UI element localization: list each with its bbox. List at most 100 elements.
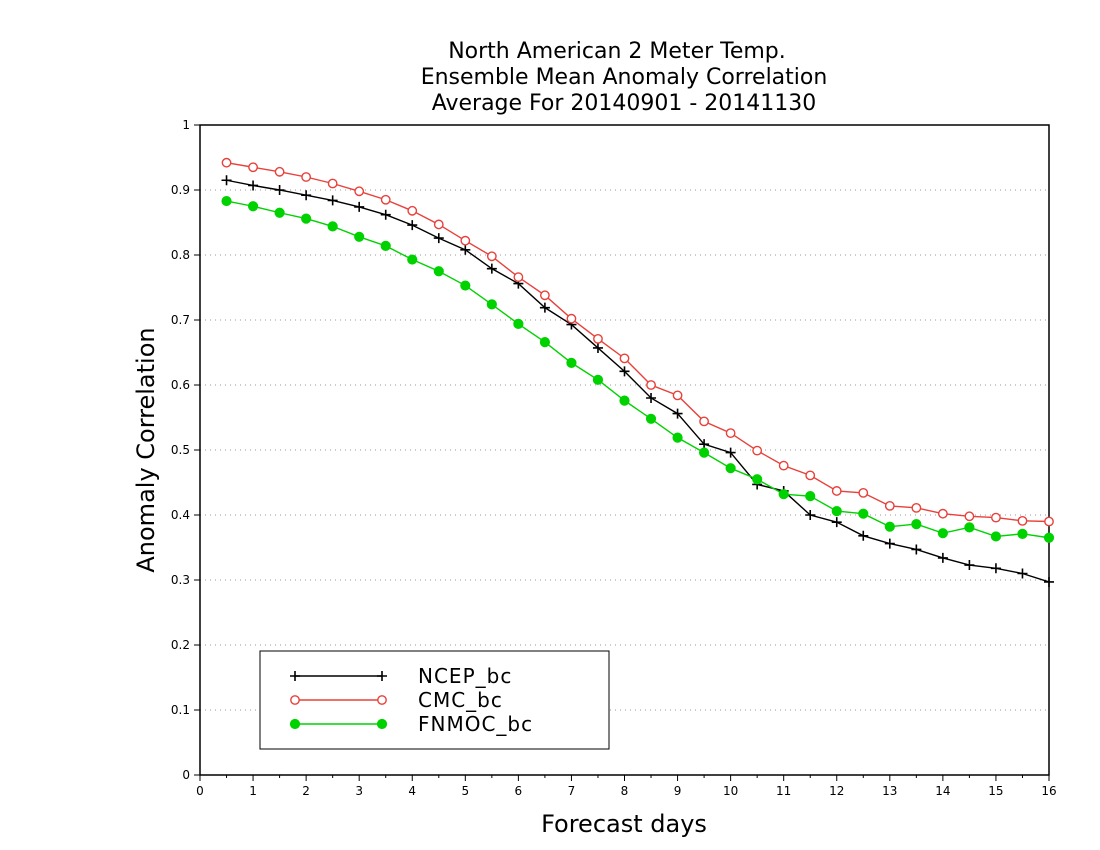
legend-label: NCEP_bc (418, 664, 512, 688)
data-point (725, 447, 736, 458)
data-point (831, 506, 842, 517)
chart-title-line-2: Ensemble Mean Anomaly Correlation (421, 65, 828, 90)
series-line (226, 179, 1050, 583)
x-tick-label: 11 (776, 784, 791, 798)
data-point (380, 194, 391, 205)
data-point (672, 432, 683, 443)
legend-label: FNMOC_bc (418, 712, 533, 736)
data-point (327, 221, 338, 232)
data-point (964, 511, 975, 522)
data-point (221, 175, 232, 186)
data-point (539, 337, 551, 348)
data-point (646, 393, 657, 403)
data-point (752, 445, 763, 456)
data-point (540, 290, 550, 301)
data-point (964, 560, 975, 571)
x-tick-label: 7 (568, 784, 576, 798)
legend-marker (377, 695, 387, 705)
data-point (646, 380, 656, 390)
data-point (301, 190, 312, 201)
legend-marker (376, 718, 388, 730)
data-point (911, 544, 922, 555)
x-tick-label: 0 (196, 784, 204, 798)
data-point (778, 460, 789, 471)
data-point (513, 272, 524, 282)
data-point (831, 517, 842, 528)
data-point (858, 508, 869, 519)
series-line (226, 162, 1050, 523)
data-point (778, 489, 789, 500)
data-point (248, 180, 259, 191)
data-point (513, 318, 524, 329)
x-tick-label: 16 (1041, 784, 1056, 798)
data-point (884, 538, 895, 549)
data-point (672, 408, 683, 419)
y-tick-label: 0 (182, 768, 190, 782)
series-FNMOC_bc (221, 195, 1055, 543)
data-point (407, 205, 418, 216)
data-point (221, 157, 232, 168)
data-point (645, 413, 657, 424)
data-point (991, 512, 1001, 523)
y-axis-label: Anomaly Correlation (132, 327, 160, 572)
data-point (274, 166, 285, 177)
data-point (752, 474, 763, 485)
data-point (937, 508, 948, 519)
y-tick-label: 0.8 (171, 248, 190, 262)
data-point (301, 172, 312, 182)
data-point (301, 213, 312, 224)
data-point (831, 486, 842, 496)
chart-title-line-3: Average For 20140901 - 20141130 (432, 91, 817, 116)
x-tick-label: 15 (988, 784, 1003, 798)
x-tick-label: 2 (302, 784, 310, 798)
data-point (884, 500, 895, 511)
data-point (354, 201, 365, 212)
data-point (725, 463, 736, 474)
x-tick-label: 14 (935, 784, 950, 798)
legend-item-CMC_bc: CMC_bc (290, 688, 503, 712)
data-point (937, 552, 948, 563)
data-point (990, 531, 1002, 542)
data-point (380, 240, 391, 251)
data-point (592, 342, 603, 353)
data-point (380, 209, 391, 220)
data-point (911, 519, 922, 530)
legend-marker (290, 671, 300, 681)
data-point (486, 251, 497, 262)
legend-item-FNMOC_bc: FNMOC_bc (289, 712, 533, 736)
data-point (1044, 576, 1054, 587)
x-tick-label: 13 (882, 784, 897, 798)
data-point (247, 201, 259, 212)
x-tick-label: 5 (461, 784, 469, 798)
data-point (805, 491, 816, 502)
data-point (566, 357, 577, 368)
chart-title-line-1: North American 2 Meter Temp. (448, 39, 786, 64)
x-tick-label: 9 (674, 784, 682, 798)
data-point (884, 521, 895, 532)
data-point (433, 233, 444, 244)
data-point (858, 530, 869, 541)
data-point (327, 195, 338, 206)
x-tick-label: 1 (249, 784, 257, 798)
legend-label: CMC_bc (418, 688, 503, 712)
legend-marker (377, 671, 387, 681)
x-axis-ticks: 0 1 2 3 4 5 6 7 8 9 10 11 12 13 14 15 16 (196, 775, 1057, 798)
data-point (486, 263, 497, 274)
data-point (1017, 568, 1028, 579)
y-tick-label: 0.4 (171, 508, 190, 522)
x-tick-label: 8 (621, 784, 629, 798)
data-point (274, 207, 285, 218)
data-point (1017, 515, 1028, 526)
data-point (699, 439, 710, 450)
data-point (354, 231, 365, 242)
x-tick-label: 6 (515, 784, 523, 798)
data-point (619, 395, 630, 406)
series-CMC_bc (221, 157, 1054, 527)
y-tick-label: 0.1 (171, 703, 190, 717)
y-tick-label: 0.2 (171, 638, 190, 652)
data-point (805, 470, 816, 481)
series-NCEP_bc (221, 175, 1054, 587)
y-axis-ticks: 0 0.1 0.2 0.3 0.4 0.5 0.6 0.7 0.8 0.9 1 (171, 118, 200, 782)
